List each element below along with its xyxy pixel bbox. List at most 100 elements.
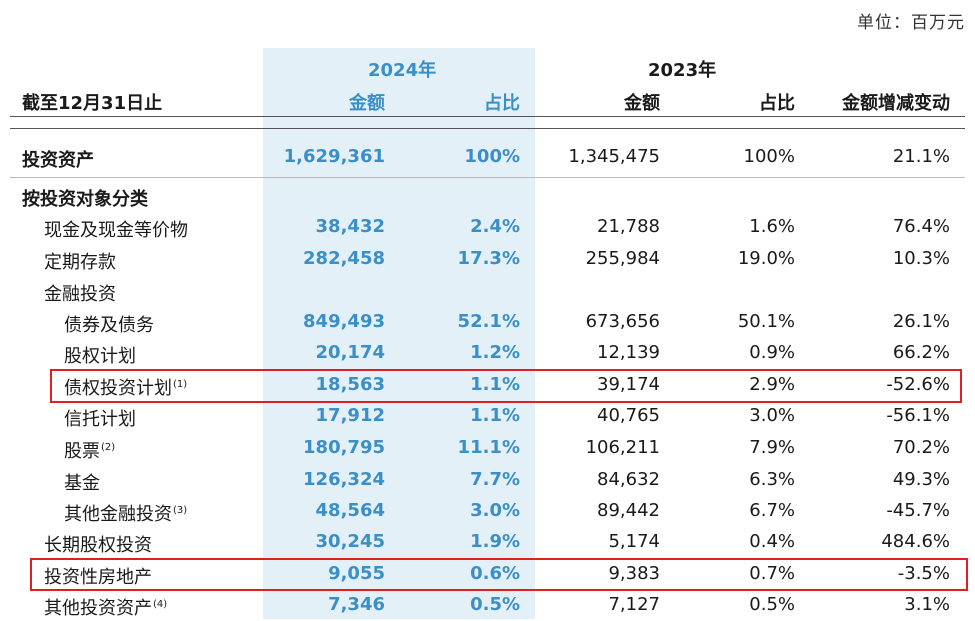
amount-change-cell: 10.3% bbox=[892, 248, 950, 269]
amount-2024-cell: 7,346 bbox=[328, 594, 385, 615]
share-2024-cell: 52.1% bbox=[457, 311, 520, 332]
row-label: 定期存款 bbox=[44, 248, 116, 274]
amount-change-cell: 26.1% bbox=[892, 311, 950, 332]
table-row: 其他投资资产(4) 7,346 0.5% 7,127 0.5% 3.1% bbox=[0, 590, 975, 621]
amount-2024-cell: 282,458 bbox=[303, 248, 385, 269]
header-rule-bottom bbox=[10, 128, 965, 129]
share-2023-cell: 19.0% bbox=[737, 248, 795, 269]
amount-change-cell: 484.6% bbox=[881, 531, 950, 552]
share-2023-cell: 100% bbox=[743, 146, 795, 167]
row-label: 其他投资资产(4) bbox=[44, 594, 167, 620]
row-label: 债券及债务 bbox=[64, 311, 154, 337]
footnote-marker: (1) bbox=[173, 379, 188, 390]
row-label-text: 现金及现金等价物 bbox=[44, 220, 188, 241]
row-label: 按投资对象分类 bbox=[22, 185, 148, 211]
table-row: 现金及现金等价物 38,432 2.4% 21,788 1.6% 76.4% bbox=[0, 212, 975, 243]
row-label-text: 股权计划 bbox=[64, 346, 136, 367]
amount-change-cell: 66.2% bbox=[892, 342, 950, 363]
row-label-text: 债权投资计划 bbox=[64, 378, 172, 399]
share-2023-cell: 0.7% bbox=[749, 563, 795, 584]
row-label-text: 信托计划 bbox=[64, 409, 136, 430]
row-label-text: 股票 bbox=[64, 441, 100, 462]
amount-2024-cell: 30,245 bbox=[315, 531, 385, 552]
amount-2024-cell: 18,563 bbox=[315, 374, 385, 395]
amount-2024-cell: 17,912 bbox=[315, 405, 385, 426]
table-row: 股票(2) 180,795 11.1% 106,211 7.9% 70.2% bbox=[0, 433, 975, 464]
table-row: 投资性房地产 9,055 0.6% 9,383 0.7% -3.5% bbox=[0, 559, 975, 590]
share-2024-cell: 0.6% bbox=[470, 563, 520, 584]
share-2024-cell: 2.4% bbox=[470, 216, 520, 237]
row-label: 长期股权投资 bbox=[44, 531, 152, 557]
amount-change-cell: -3.5% bbox=[897, 563, 950, 584]
row-label-text: 其他金融投资 bbox=[64, 504, 172, 525]
amount-2023-cell: 9,383 bbox=[608, 563, 660, 584]
header-period-label: 截至12月31日止 bbox=[22, 93, 163, 114]
row-label-text: 定期存款 bbox=[44, 252, 116, 273]
amount-2024-cell: 849,493 bbox=[303, 311, 385, 332]
table-row: 其他金融投资(3) 48,564 3.0% 89,442 6.7% -45.7% bbox=[0, 496, 975, 527]
header-amount-2023: 金额 bbox=[624, 93, 660, 114]
amount-change-cell: -56.1% bbox=[886, 405, 950, 426]
amount-2023-cell: 89,442 bbox=[597, 500, 660, 521]
share-2024-cell: 3.0% bbox=[470, 500, 520, 521]
share-2024-cell: 7.7% bbox=[470, 469, 520, 490]
amount-2024-cell: 38,432 bbox=[315, 216, 385, 237]
header-year-2023: 2023年 bbox=[648, 60, 717, 81]
table-row: 投资资产 1,629,361 100% 1,345,475 100% 21.1% bbox=[0, 142, 975, 173]
unit-label: 单位：百万元 bbox=[857, 13, 965, 33]
share-2024-cell: 1.1% bbox=[470, 405, 520, 426]
row-label-text: 债券及债务 bbox=[64, 315, 154, 336]
share-2023-cell: 3.0% bbox=[749, 405, 795, 426]
table-row: 债权投资计划(1) 18,563 1.1% 39,174 2.9% -52.6% bbox=[0, 370, 975, 401]
amount-2024-cell: 1,629,361 bbox=[283, 146, 385, 167]
amount-2023-cell: 106,211 bbox=[585, 437, 660, 458]
row-label: 投资资产 bbox=[22, 146, 94, 172]
amount-2023-cell: 7,127 bbox=[608, 594, 660, 615]
footnote-marker: (3) bbox=[173, 505, 188, 516]
amount-2024-cell: 48,564 bbox=[315, 500, 385, 521]
amount-2024-cell: 20,174 bbox=[315, 342, 385, 363]
footnote-marker: (4) bbox=[153, 599, 168, 610]
amount-2023-cell: 84,632 bbox=[597, 469, 660, 490]
header-amount-2024: 金额 bbox=[349, 93, 385, 114]
row-label: 投资性房地产 bbox=[44, 563, 152, 589]
amount-change-cell: -45.7% bbox=[886, 500, 950, 521]
amount-change-cell: 21.1% bbox=[892, 146, 950, 167]
row-label-text: 长期股权投资 bbox=[44, 535, 152, 556]
amount-change-cell: -52.6% bbox=[886, 374, 950, 395]
share-2023-cell: 1.6% bbox=[749, 216, 795, 237]
table-row: 定期存款 282,458 17.3% 255,984 19.0% 10.3% bbox=[0, 244, 975, 275]
share-2024-cell: 11.1% bbox=[457, 437, 520, 458]
table-row: 基金 126,324 7.7% 84,632 6.3% 49.3% bbox=[0, 465, 975, 496]
share-2024-cell: 17.3% bbox=[457, 248, 520, 269]
row-label: 其他金融投资(3) bbox=[64, 500, 187, 526]
amount-change-cell: 76.4% bbox=[892, 216, 950, 237]
row-label: 股票(2) bbox=[64, 437, 115, 463]
share-2023-cell: 6.7% bbox=[749, 500, 795, 521]
amount-2024-cell: 9,055 bbox=[328, 563, 385, 584]
amount-2023-cell: 21,788 bbox=[597, 216, 660, 237]
share-2023-cell: 2.9% bbox=[749, 374, 795, 395]
row-label: 基金 bbox=[64, 469, 100, 495]
table-row: 长期股权投资 30,245 1.9% 5,174 0.4% 484.6% bbox=[0, 527, 975, 558]
row-label: 信托计划 bbox=[64, 405, 136, 431]
share-2024-cell: 100% bbox=[464, 146, 520, 167]
current-year-column-band bbox=[263, 48, 535, 619]
row-label-text: 基金 bbox=[64, 473, 100, 494]
row-label-text: 按投资对象分类 bbox=[22, 189, 148, 210]
row-label: 股权计划 bbox=[64, 342, 136, 368]
share-2024-cell: 1.9% bbox=[470, 531, 520, 552]
amount-2023-cell: 5,174 bbox=[608, 531, 660, 552]
amount-change-cell: 49.3% bbox=[892, 469, 950, 490]
row-label-text: 投资资产 bbox=[22, 150, 94, 171]
amount-2024-cell: 126,324 bbox=[303, 469, 385, 490]
header-year-2024: 2024年 bbox=[368, 60, 437, 81]
share-2024-cell: 1.2% bbox=[470, 342, 520, 363]
amount-change-cell: 3.1% bbox=[904, 594, 950, 615]
table-row: 金融投资 bbox=[0, 276, 975, 307]
amount-2023-cell: 12,139 bbox=[597, 342, 660, 363]
table-row: 债券及债务 849,493 52.1% 673,656 50.1% 26.1% bbox=[0, 307, 975, 338]
table-row: 按投资对象分类 bbox=[0, 181, 975, 212]
highlight-box-debt-investment-plan bbox=[50, 369, 962, 403]
amount-2023-cell: 39,174 bbox=[597, 374, 660, 395]
